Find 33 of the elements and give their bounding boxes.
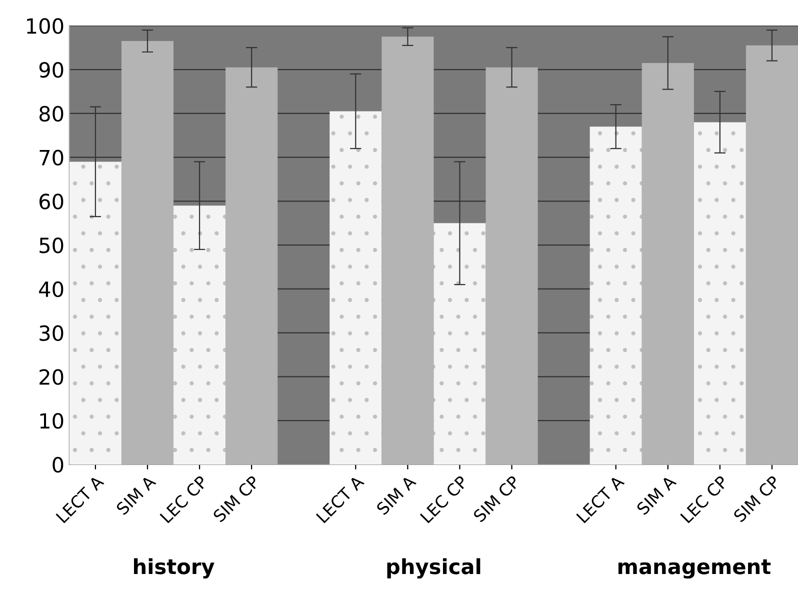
y-tick-label: 50 (40, 238, 64, 254)
bar (434, 223, 486, 464)
y-tick-label: 70 (40, 150, 64, 166)
x-tick-label: SIM CP (472, 474, 520, 523)
y-tick-label: 30 (40, 325, 64, 342)
text: physical (387, 558, 480, 579)
x-tick-label: SIM A (376, 474, 417, 516)
bar (694, 122, 746, 464)
bar (486, 67, 538, 464)
bar (590, 126, 642, 464)
bar (174, 206, 226, 464)
y-tick-label: 40 (39, 281, 64, 298)
bar (746, 45, 798, 464)
bar (226, 67, 278, 464)
bar (642, 62, 694, 464)
x-tick-label: SIM CP (732, 474, 781, 523)
y-tick-label: 100 (27, 18, 64, 34)
y-tick-label: 90 (39, 62, 64, 78)
text: history (134, 558, 214, 579)
y-tick-label: 10 (40, 413, 64, 429)
y-tick-label: 60 (40, 194, 64, 210)
bar (121, 41, 174, 464)
y-tick-label: 80 (39, 106, 64, 122)
bar (69, 162, 122, 464)
x-tick-label: SIM CP (212, 474, 260, 523)
y-tick-label: 20 (40, 369, 64, 385)
text: management (618, 559, 771, 579)
bar (330, 111, 382, 464)
y-tick-label: 0 (52, 456, 64, 473)
bar (382, 36, 434, 464)
x-tick-label: LEC CP (420, 474, 468, 524)
x-tick-label: SIM A (116, 474, 157, 516)
x-tick-label: SIM A (636, 474, 677, 516)
